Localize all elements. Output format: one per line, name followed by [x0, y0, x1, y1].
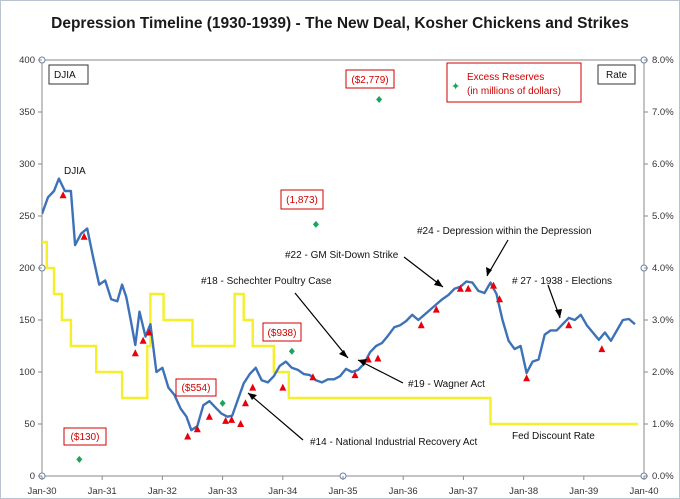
x-tick-label: Jan-39: [569, 486, 598, 497]
event-marker: [279, 383, 287, 391]
event-marker: [139, 336, 147, 344]
event-marker: [205, 412, 213, 420]
rate-axis-label: Rate: [606, 70, 628, 81]
fed-rate-series-label: Fed Discount Rate: [512, 431, 595, 442]
plot-area: [41, 59, 645, 477]
reserve-box-1934: [280, 189, 324, 210]
event-marker: [464, 284, 472, 292]
event-24-label: #24 - Depression within the Depression: [417, 226, 592, 237]
left-tick-label: 350: [19, 107, 35, 118]
right-tick-label: 4.0%: [652, 263, 674, 274]
right-tick-label: 2.0%: [652, 367, 674, 378]
x-tick-label: Jan-33: [208, 486, 237, 497]
event-19-label: #19 - Wagner Act: [408, 379, 485, 390]
right-tick-label: 7.0%: [652, 107, 674, 118]
x-tick-label: Jan-40: [629, 486, 658, 497]
left-tick-label: 250: [19, 211, 35, 222]
left-tick-label: 50: [24, 419, 35, 430]
reserves-legend-box: [446, 62, 582, 103]
event-marker: [184, 432, 192, 440]
djia-series-label: DJIA: [64, 166, 86, 177]
event-14-label: #14 - National Industrial Recovery Act: [310, 437, 478, 448]
right-tick-label: 3.0%: [652, 315, 674, 326]
event-marker: [237, 420, 245, 427]
reserve-box-1935: [345, 69, 395, 89]
event-marker: [432, 305, 440, 313]
event-27-label: # 27 - 1938 - Elections: [512, 276, 612, 287]
right-tick-label: 1.0%: [652, 419, 674, 430]
event-marker: [565, 321, 573, 329]
reserve-label-1935: ($2,779): [351, 75, 388, 86]
event-marker: [228, 415, 236, 423]
legend-marker-icon: ✦: [451, 81, 460, 93]
arrowheads: [248, 267, 562, 400]
event-marker: [193, 425, 201, 433]
event-marker: [490, 281, 497, 289]
left-tick-label: 300: [19, 159, 35, 170]
excess-reserve-points: [76, 96, 383, 463]
event-marker: [80, 232, 88, 240]
event-marker: [131, 349, 139, 357]
event-22-label: #22 - GM Sit-Down Strike: [285, 250, 399, 261]
event-marker: [417, 321, 425, 329]
event-marker: [241, 399, 249, 407]
event-marker: [351, 371, 359, 379]
reserve-box-1933: [262, 322, 302, 342]
right-tick-label: 6.0%: [652, 159, 674, 170]
legend-title: Excess Reserves: [467, 72, 544, 83]
x-tick-label: Jan-32: [148, 486, 177, 497]
right-tick-label: 0.0%: [652, 471, 674, 482]
x-tick-label: Jan-35: [328, 486, 357, 497]
event-marker: [496, 295, 504, 303]
left-tick-label: 400: [19, 55, 35, 66]
event-marker: [598, 345, 606, 353]
x-tick-label: Jan-38: [509, 486, 538, 497]
event-marker: [145, 328, 153, 336]
left-axis: 0 50 100 150 200 250 300 350 400: [19, 55, 42, 482]
x-tick-label: Jan-36: [389, 486, 418, 497]
event-marker: [523, 374, 531, 382]
event-marker: [456, 284, 464, 292]
reserve-point: [288, 347, 295, 355]
reserve-box-1932: [175, 378, 217, 397]
event-markers: [59, 191, 606, 440]
left-tick-label: 150: [19, 315, 35, 326]
event-marker: [374, 354, 382, 362]
event-marker: [249, 383, 257, 391]
right-axis: 0.0% 1.0% 2.0% 3.0% 4.0% 5.0% 6.0% 7.0% 8.0%: [644, 55, 674, 482]
x-tick-label: Jan-37: [449, 486, 478, 497]
left-tick-label: 100: [19, 367, 35, 378]
reserve-label-1932: ($554): [182, 383, 211, 394]
rate-axis-box: [597, 64, 636, 85]
fed-discount-rate-line: [42, 240, 638, 426]
reserve-label-1930: ($130): [71, 432, 100, 443]
event-18-label: #18 - Schechter Poultry Case: [201, 276, 332, 287]
reserve-box-1930: [63, 427, 107, 446]
x-tick-label: Jan-34: [268, 486, 297, 497]
event-marker: [222, 416, 230, 424]
djia-axis-label: DJIA: [54, 70, 76, 81]
event-marker: [364, 355, 372, 363]
event-marker: [309, 373, 317, 381]
x-tick-label: Jan-31: [88, 486, 117, 497]
reserve-point: [312, 220, 319, 228]
djia-axis-box: [48, 64, 89, 85]
djia-line: [42, 177, 636, 432]
legend-unit: (in millions of dollars): [467, 86, 561, 97]
reserve-point: [219, 399, 226, 407]
x-tick-label: Jan-30: [27, 486, 56, 497]
reserve-point: [376, 96, 383, 104]
x-axis: Jan-30 Jan-31 Jan-32 Jan-33 Jan-34 Jan-35 Jan-…: [27, 476, 659, 497]
reserve-label-1934: (1,873): [286, 195, 318, 206]
chart-title: Depression Timeline (1930-1939) - The Ne…: [51, 15, 629, 32]
reserve-label-1933: ($938): [268, 328, 297, 339]
right-tick-label: 5.0%: [652, 211, 674, 222]
reserve-point: [76, 455, 83, 463]
left-tick-label: 200: [19, 263, 35, 274]
left-tick-label: 0: [30, 471, 35, 482]
right-tick-label: 8.0%: [652, 55, 674, 66]
event-marker: [59, 191, 67, 199]
